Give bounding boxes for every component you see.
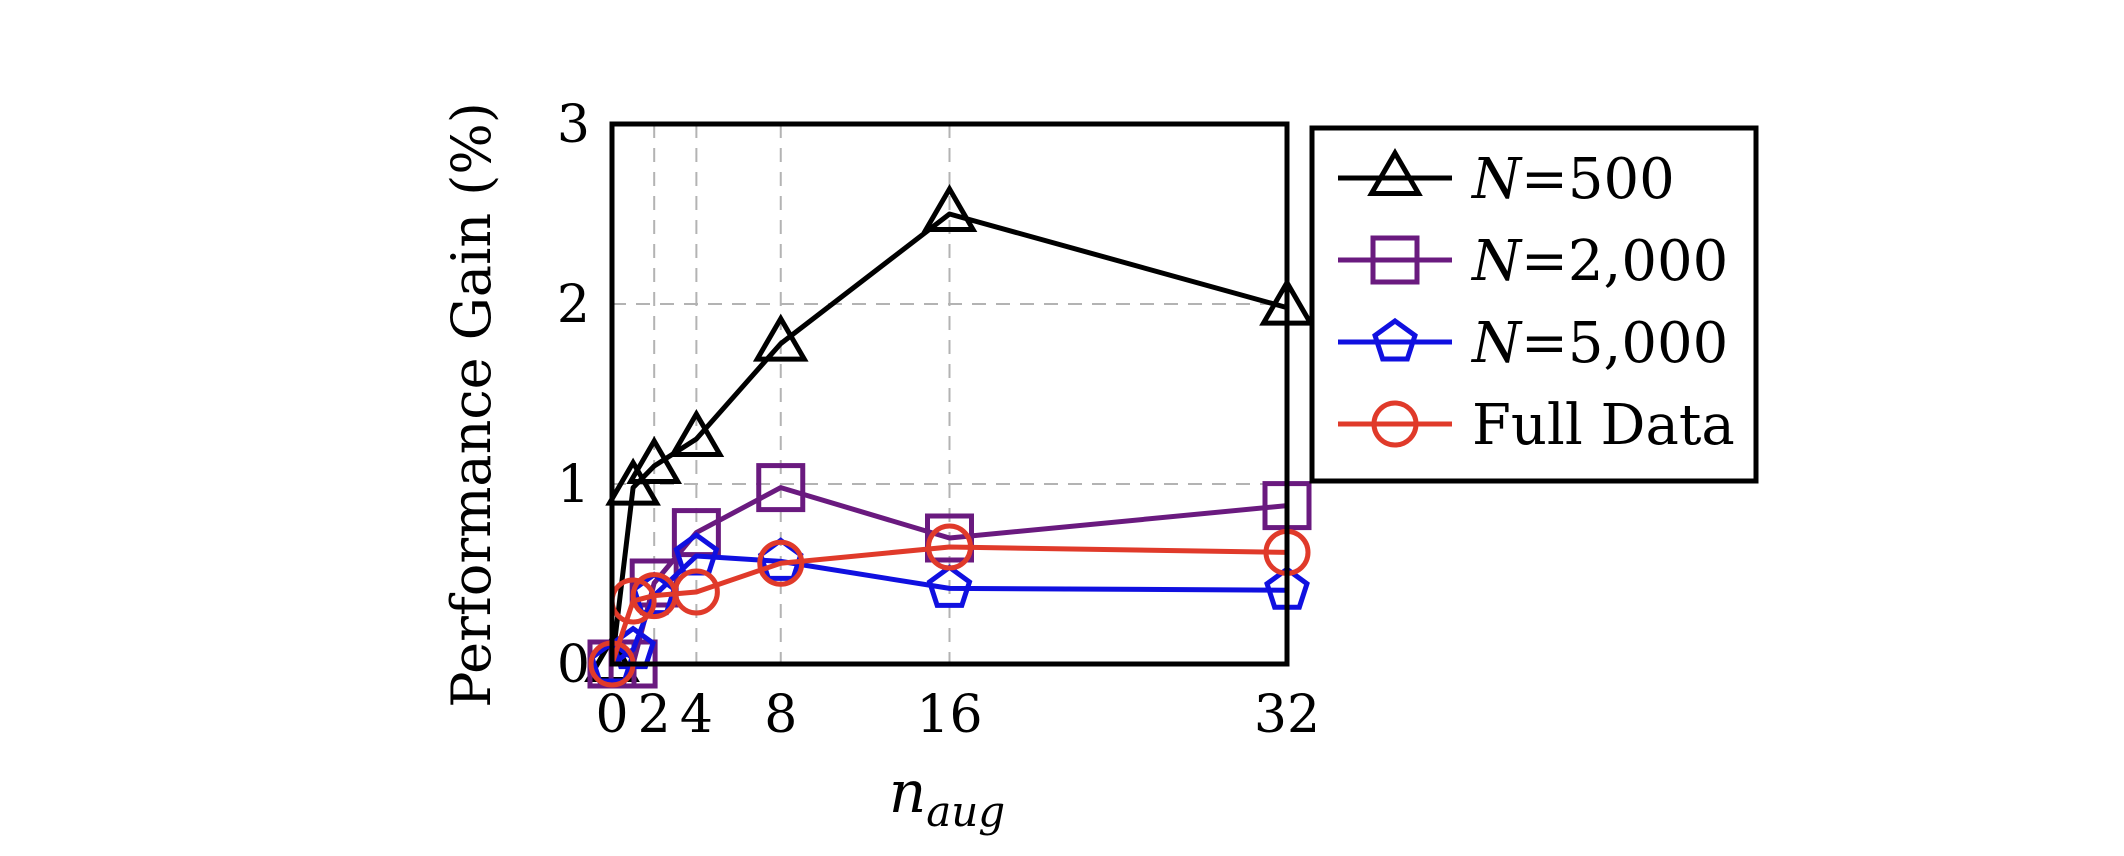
legend-box xyxy=(1309,125,1759,484)
x-tick-label: 8 xyxy=(764,685,797,745)
legend-entry: N=2,000 xyxy=(1338,229,1728,294)
x-axis-label-main: n xyxy=(889,758,926,826)
grid-lines xyxy=(612,124,1287,664)
data-point-marker xyxy=(672,568,720,616)
legend-marker xyxy=(1371,400,1419,448)
series-line xyxy=(610,553,1288,667)
x-axis-label: naug xyxy=(889,758,1005,836)
legend-label: N=2,000 xyxy=(1470,229,1728,294)
data-point-marker xyxy=(626,436,683,484)
plot-frame xyxy=(609,121,1290,667)
data-point-marker xyxy=(668,409,725,457)
legend-label: N=5,000 xyxy=(1470,311,1728,376)
legend: N=500 N=2,000 N=5,000 Full Data xyxy=(1309,125,1759,484)
data-point-marker xyxy=(921,184,978,232)
legend-label: N=500 xyxy=(1470,147,1675,212)
legend-marker xyxy=(1367,148,1423,196)
x-tick-label: 2 xyxy=(638,685,671,745)
x-tick-label: 4 xyxy=(680,685,713,745)
y-tick-label: 2 xyxy=(557,275,590,335)
y-tick-label: 3 xyxy=(557,95,590,155)
data-point-marker xyxy=(757,539,805,587)
x-tick-label: 0 xyxy=(595,685,628,745)
y-tick-label: 1 xyxy=(557,455,590,515)
y-tick-label: 0 xyxy=(557,635,590,695)
y-axis-label: Performance Gain (%) xyxy=(440,102,503,708)
data-point-marker xyxy=(756,463,806,513)
legend-marker xyxy=(1370,235,1420,285)
data-point-marker xyxy=(926,564,973,608)
legend-label: Full Data xyxy=(1472,393,1735,458)
x-tick-label: 16 xyxy=(916,685,982,745)
legend-entry: N=500 xyxy=(1338,147,1675,212)
series-line xyxy=(609,211,1288,665)
legend-marker xyxy=(1372,317,1418,362)
x-axis-label-subscript: aug xyxy=(926,787,1005,836)
data-point-marker xyxy=(752,313,809,362)
legend-entry: Full Data xyxy=(1338,393,1735,458)
x-tick-label: 32 xyxy=(1254,685,1320,745)
data-point-marker xyxy=(926,523,973,571)
legend-entry: N=5,000 xyxy=(1338,311,1728,376)
data-point-marker xyxy=(925,513,974,563)
